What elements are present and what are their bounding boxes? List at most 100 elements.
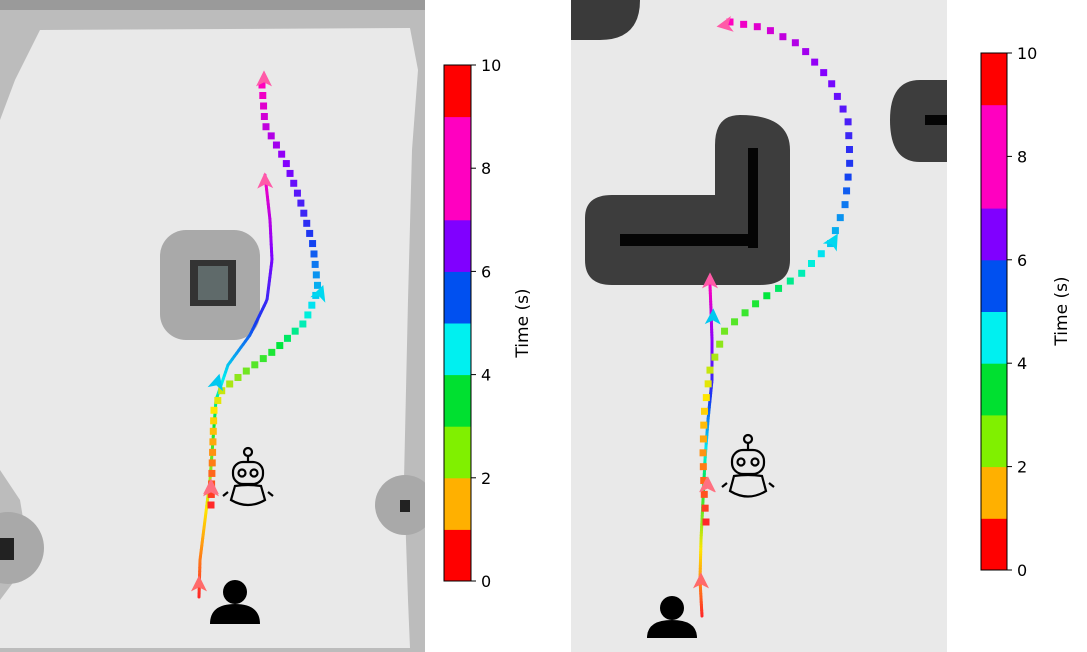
robot-trajectory-point — [711, 353, 719, 361]
robot-trajectory-point — [741, 309, 749, 317]
colorbar-bin — [444, 219, 471, 272]
robot-trajectory-point — [299, 320, 307, 328]
left-obstacle-edge-mark — [400, 500, 410, 512]
robot-trajectory-point — [702, 394, 710, 402]
robot-trajectory-point — [276, 342, 284, 350]
robot-trajectory-point — [843, 187, 851, 195]
robot-icon — [721, 433, 775, 498]
robot-trajectory-point — [306, 229, 314, 237]
colorbar-bin — [981, 156, 1007, 209]
robot-trajectory-point — [786, 277, 794, 285]
robot-trajectory-point — [716, 340, 724, 348]
robot-trajectory-point — [798, 269, 806, 277]
colorbar-bin — [981, 414, 1007, 468]
robot-trajectory-point — [740, 20, 748, 28]
person-icon — [210, 580, 260, 624]
robot-trajectory-point — [208, 469, 216, 477]
robot-trajectory-point — [845, 146, 853, 154]
robot-trajectory-point — [763, 292, 771, 300]
robot-trajectory-point — [766, 27, 774, 35]
robot-trajectory-point — [207, 501, 215, 509]
robot-heading-arrow — [699, 476, 715, 493]
robot-trajectory-point — [811, 58, 819, 66]
left-colorbar-bins — [444, 65, 471, 582]
robot-trajectory-point — [234, 373, 242, 381]
right-colorbar-frame — [980, 52, 1008, 571]
robot-heading-arrow — [256, 70, 272, 87]
robot-trajectory-point — [210, 406, 218, 414]
right-obstacle-corner — [571, 0, 640, 40]
colorbar-bin — [444, 323, 471, 376]
right-colorbar-ticks: 0 2 4 6 8 10 — [1007, 44, 1037, 580]
robot-heading-arrow — [310, 284, 326, 303]
right-map-free-space — [571, 0, 947, 652]
robot-trajectory-point — [731, 318, 739, 326]
colorbar-tick-label: 8 — [481, 159, 491, 178]
robot-trajectory-point — [702, 518, 710, 526]
human-heading-arrow — [207, 373, 224, 392]
robot-trajectory-point — [839, 105, 847, 113]
robot-trajectory-point — [699, 463, 707, 471]
robot-trajectory-point — [753, 23, 761, 31]
colorbar-tick-label: 4 — [481, 366, 491, 385]
robot-heading-arrow — [716, 16, 734, 32]
robot-trajectory-point — [844, 173, 852, 181]
left-colorbar: 0 2 4 6 8 10 Time (s) — [443, 56, 533, 591]
robot-trajectory-point — [808, 259, 816, 267]
colorbar-tick-label: 4 — [1017, 354, 1027, 373]
colorbar-tick-label: 6 — [1017, 251, 1027, 270]
robot-trajectory-point — [282, 160, 290, 168]
robot-trajectory-point — [262, 123, 270, 131]
colorbar-bin — [981, 259, 1007, 312]
colorbar-bin — [444, 426, 471, 479]
colorbar-bin — [444, 529, 471, 582]
robot-trajectory-point — [311, 260, 319, 268]
human-heading-arrow — [257, 172, 274, 189]
right-obstacle-edge-mark — [925, 115, 947, 125]
colorbar-bin — [444, 168, 471, 221]
colorbar-bin — [981, 466, 1007, 519]
robot-trajectory-point — [817, 250, 825, 258]
robot-trajectory-point — [721, 327, 729, 335]
colorbar-bin — [981, 53, 1007, 106]
colorbar-bin — [444, 116, 471, 169]
robot-trajectory-point — [300, 209, 308, 217]
left-trajectories — [191, 70, 326, 599]
robot-trajectory-point — [259, 355, 267, 363]
robot-trajectory-point — [699, 435, 707, 443]
colorbar-bin — [981, 363, 1007, 416]
robot-trajectory-point — [268, 348, 276, 356]
left-map-panel — [0, 0, 425, 652]
robot-trajectory-point — [828, 80, 836, 88]
robot-trajectory-point — [791, 39, 799, 47]
robot-trajectory-point — [210, 417, 218, 425]
right-map-panel — [571, 0, 947, 652]
robot-trajectory-point — [303, 219, 311, 227]
colorbar-tick-label: 10 — [1017, 44, 1037, 63]
robot-trajectory-point — [820, 69, 828, 77]
robot-trajectory-point — [290, 179, 298, 187]
colorbar-bin — [981, 518, 1007, 571]
robot-trajectory-point — [260, 113, 268, 121]
robot-trajectory-point — [226, 380, 234, 388]
human-heading-arrow — [191, 575, 207, 592]
robot-trajectory-point — [310, 250, 318, 258]
left-map-top-wall — [0, 0, 425, 10]
human-heading-arrow — [702, 272, 718, 289]
colorbar-tick-label: 10 — [481, 56, 501, 75]
robot-trajectory-point — [291, 327, 299, 335]
robot-trajectory-point — [704, 380, 712, 388]
robot-trajectory-point — [779, 33, 787, 41]
robot-trajectory-point — [272, 141, 280, 149]
right-colorbar-bins — [981, 53, 1007, 571]
robot-trajectory-point — [308, 301, 316, 309]
robot-trajectory-point — [836, 214, 844, 222]
robot-trajectory-point — [775, 284, 783, 292]
colorbar-tick-label: 2 — [481, 469, 491, 488]
colorbar-bin — [981, 104, 1007, 157]
robot-trajectory-point — [209, 438, 217, 446]
colorbar-bin — [444, 271, 471, 324]
robot-heading-arrow — [203, 480, 219, 497]
colorbar-tick-label: 0 — [481, 572, 491, 591]
robot-trajectory-point — [209, 427, 217, 435]
